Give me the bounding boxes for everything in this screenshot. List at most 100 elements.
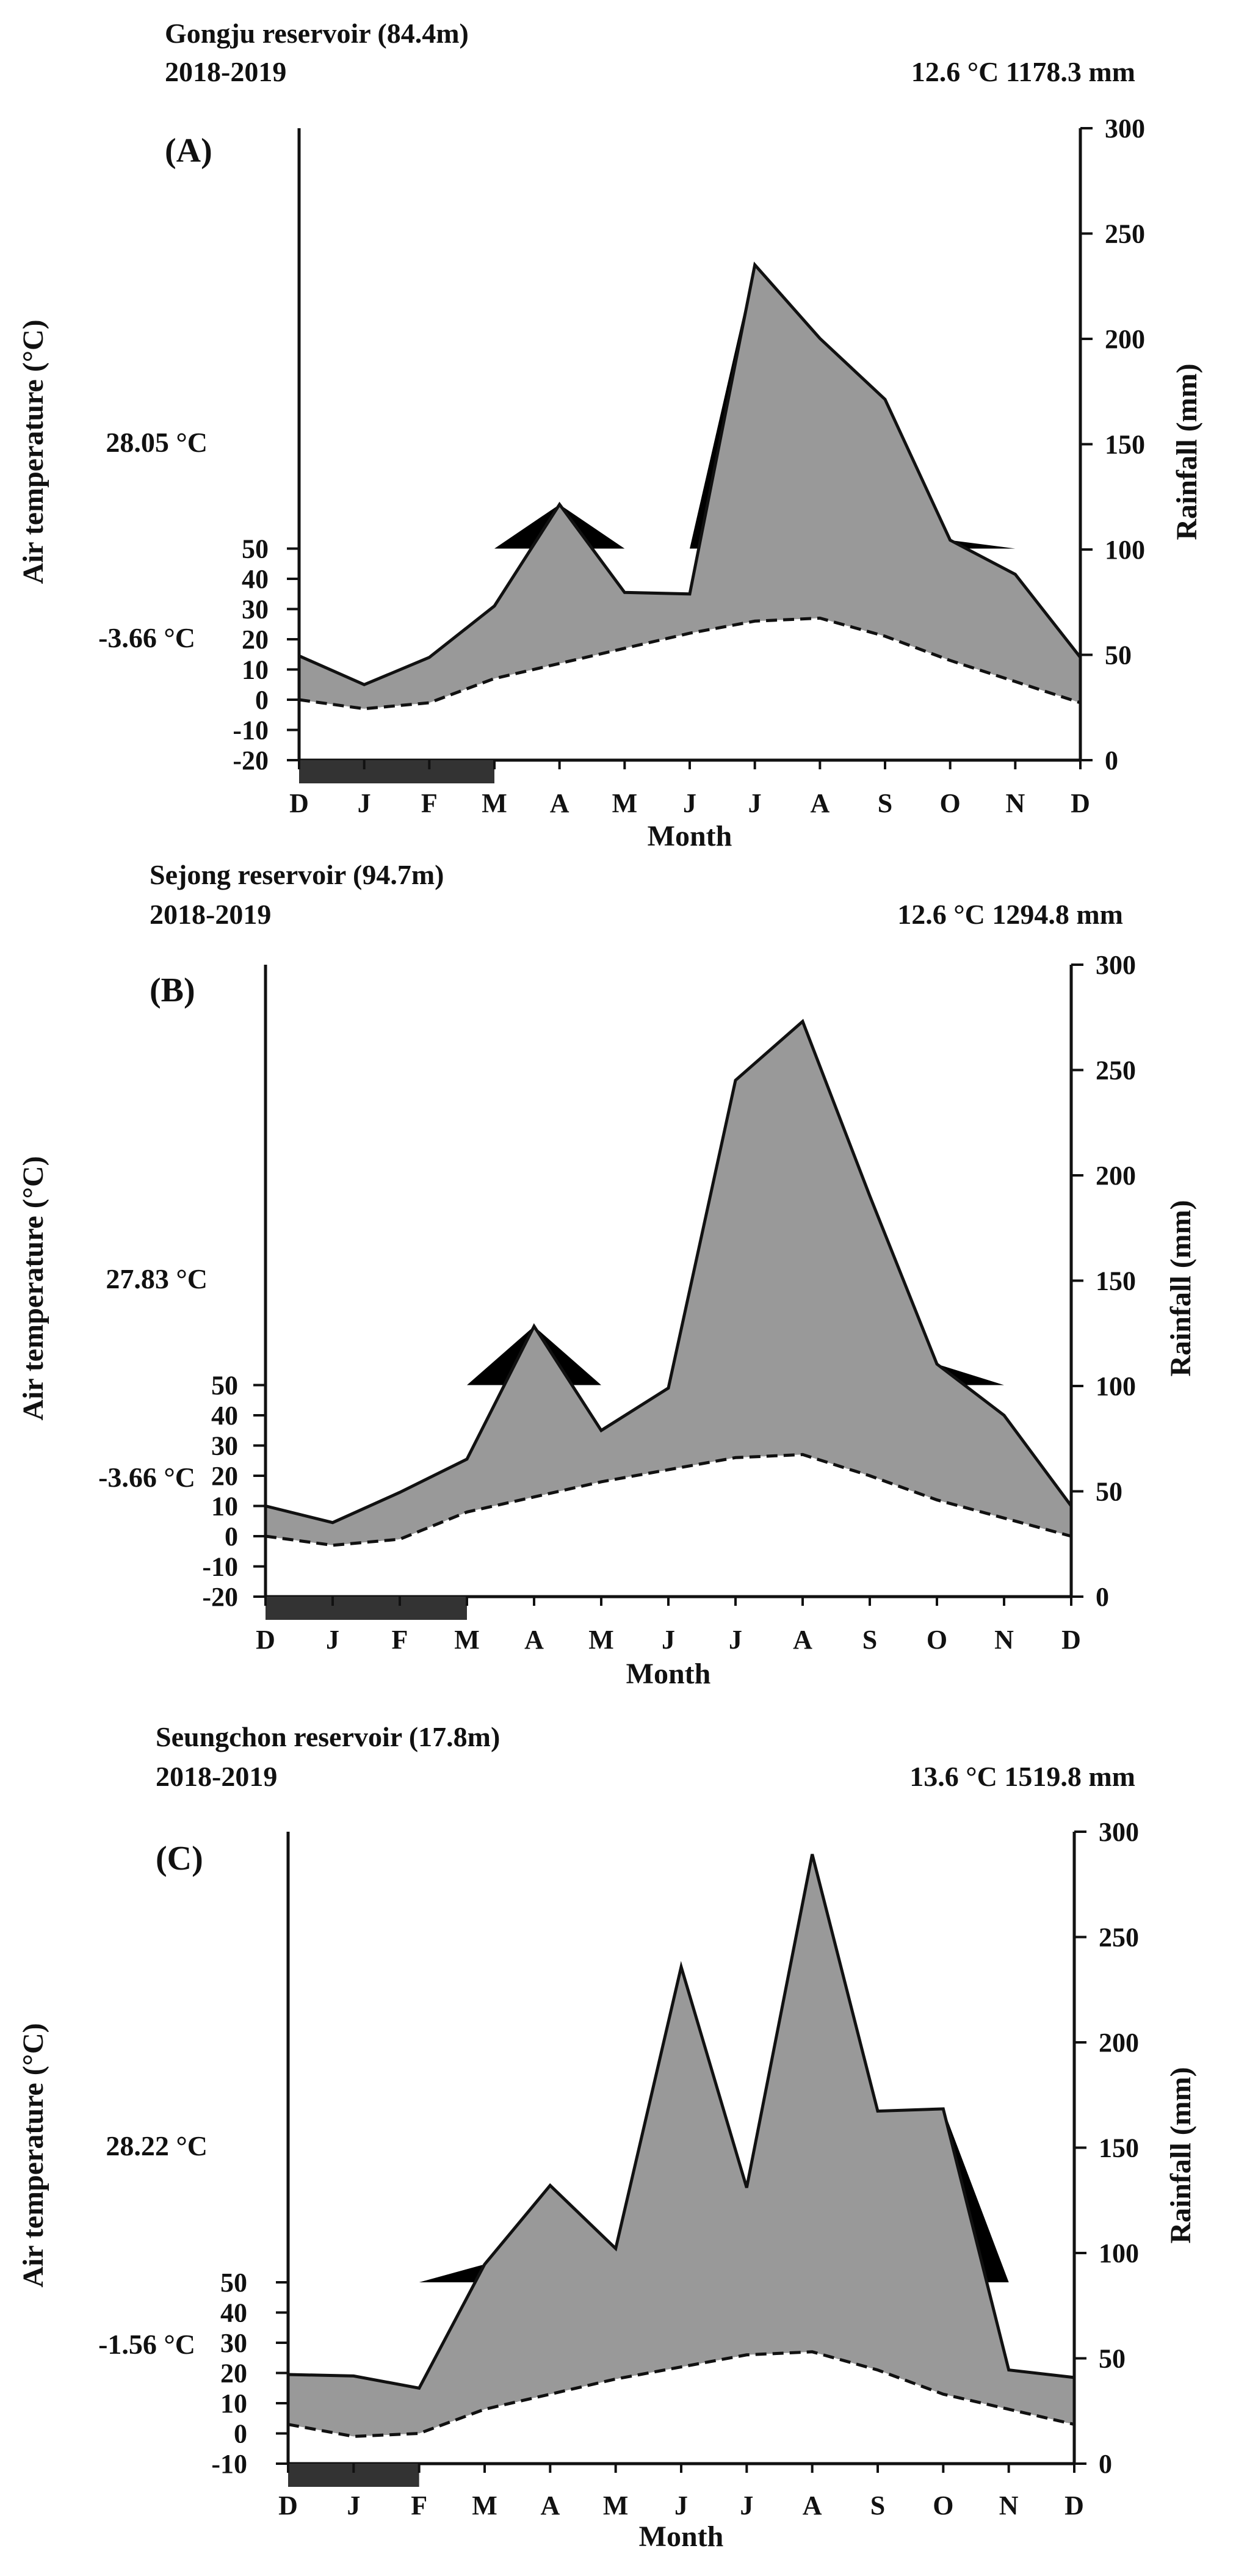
- month-label: O: [940, 788, 961, 818]
- temp-tick-label: 40: [211, 1401, 238, 1431]
- min-temp-label: -1.56 °C: [98, 2329, 195, 2360]
- temp-tick-label: -10: [211, 2449, 247, 2479]
- temp-tick-label: -10: [233, 716, 269, 746]
- rain-tick-label: 0: [1099, 2449, 1112, 2479]
- dry-period-area: [299, 264, 1080, 709]
- rain-tick-label: 150: [1096, 1266, 1136, 1296]
- y-axis-title-left: Air temperature (°C): [17, 319, 49, 584]
- temp-tick-label: 0: [225, 1522, 238, 1551]
- month-label: F: [411, 2491, 427, 2520]
- climate-panel: Gongju reservoir (84.4m) 2018-2019 12.6 °C…: [17, 18, 1203, 852]
- temp-tick-label: 50: [211, 1371, 238, 1401]
- temperature-line: [298, 616, 1081, 711]
- temp-tick-label: 50: [242, 534, 269, 564]
- month-label: M: [472, 2491, 497, 2520]
- month-label: S: [878, 788, 892, 818]
- temp-tick-label: 0: [255, 685, 269, 715]
- month-label: J: [662, 1625, 675, 1655]
- rain-tick-label: 50: [1099, 2344, 1126, 2374]
- month-label: M: [588, 1625, 614, 1655]
- month-label: J: [748, 788, 762, 818]
- period-label: 2018-2019: [156, 1761, 277, 1792]
- period-label: 2018-2019: [165, 56, 286, 87]
- temp-tick-label: 0: [234, 2419, 247, 2449]
- y-axis-title-right: Rainfall (mm): [1165, 2067, 1197, 2243]
- month-label: J: [740, 2491, 753, 2520]
- month-label: A: [793, 1625, 812, 1655]
- temp-tick-label: 10: [211, 1492, 238, 1522]
- month-label: N: [999, 2491, 1019, 2520]
- month-label: S: [862, 1625, 877, 1655]
- panel-label: (B): [150, 971, 195, 1009]
- rain-tick-label: 250: [1096, 1056, 1136, 1086]
- temp-tick-label: 30: [211, 1431, 238, 1461]
- rain-tick-label: 200: [1105, 324, 1145, 354]
- rain-tick-label: 200: [1099, 2028, 1139, 2058]
- month-label: D: [278, 2491, 298, 2520]
- rain-tick-label: 300: [1096, 950, 1136, 980]
- temp-tick-label: 20: [242, 625, 269, 655]
- temperature-line: [287, 2350, 1075, 2438]
- temp-tick-label: 40: [220, 2298, 247, 2328]
- month-label: S: [870, 2491, 885, 2520]
- x-axis-title: Month: [639, 2520, 724, 2553]
- month-label: J: [683, 788, 696, 818]
- temp-tick-label: 40: [242, 564, 269, 594]
- climate-panel: Seungchon reservoir (17.8m) 2018-2019 13.6…: [17, 1721, 1197, 2553]
- month-label: O: [933, 2491, 953, 2520]
- month-label: A: [810, 788, 830, 818]
- rain-tick-label: 100: [1105, 535, 1145, 565]
- annual-summary: 12.6 °C 1178.3 mm: [911, 56, 1135, 87]
- period-label: 2018-2019: [150, 899, 271, 930]
- month-label: M: [482, 788, 507, 818]
- rain-tick-label: 300: [1105, 114, 1145, 143]
- month-label: D: [1061, 1625, 1081, 1655]
- month-label: M: [603, 2491, 629, 2520]
- frost-period-bar: [299, 760, 494, 783]
- dry-period-area: [288, 1854, 1074, 2437]
- rain-tick-label: 150: [1099, 2133, 1139, 2163]
- dry-period-area: [266, 1021, 1071, 1545]
- y-axis-title-right: Rainfall (mm): [1165, 1200, 1197, 1376]
- perhumid-period-area: [299, 264, 1080, 549]
- rain-tick-label: 100: [1096, 1371, 1136, 1401]
- min-temp-label: -3.66 °C: [98, 1462, 195, 1493]
- temp-tick-label: -20: [233, 746, 269, 775]
- month-label: M: [612, 788, 638, 818]
- month-label: A: [540, 2491, 560, 2520]
- temp-tick-label: 30: [242, 595, 269, 625]
- y-axis-title-left: Air temperature (°C): [17, 2023, 49, 2287]
- station-title: Seungchon reservoir (17.8m): [156, 1721, 500, 1752]
- month-label: J: [347, 2491, 360, 2520]
- rain-tick-label: 100: [1099, 2238, 1139, 2268]
- month-label: D: [1064, 2491, 1084, 2520]
- climate-panel: Sejong reservoir (94.7m) 2018-2019 12.6 °C…: [17, 859, 1197, 1690]
- perhumid-period-area: [266, 1021, 1071, 1385]
- temp-tick-label: 20: [211, 1461, 238, 1491]
- rain-tick-label: 200: [1096, 1161, 1136, 1191]
- x-axis-title: Month: [648, 820, 732, 852]
- temp-tick-label: 10: [220, 2389, 247, 2418]
- month-label: A: [803, 2491, 822, 2520]
- annual-summary: 13.6 °C 1519.8 mm: [909, 1761, 1135, 1792]
- y-axis-title-left: Air temperature (°C): [17, 1156, 49, 1420]
- max-temp-label: 28.22 °C: [106, 2130, 208, 2161]
- rainfall-line: [287, 1854, 1075, 2390]
- rain-tick-label: 0: [1096, 1582, 1109, 1612]
- temperature-line: [265, 1453, 1072, 1547]
- month-label: D: [1071, 788, 1090, 818]
- max-temp-label: 28.05 °C: [106, 427, 208, 458]
- frost-period-bar: [266, 1597, 467, 1620]
- month-label: D: [256, 1625, 275, 1655]
- rainfall-line: [298, 261, 1082, 687]
- rain-tick-label: 50: [1105, 640, 1132, 670]
- rain-tick-label: 300: [1099, 1817, 1139, 1847]
- month-label: F: [421, 788, 438, 818]
- rain-tick-label: 50: [1096, 1477, 1122, 1507]
- rain-tick-label: 250: [1105, 219, 1145, 249]
- temp-tick-label: -20: [202, 1582, 238, 1612]
- x-axis-title: Month: [626, 1658, 711, 1690]
- month-label: A: [524, 1625, 544, 1655]
- rain-tick-label: 250: [1099, 1923, 1139, 1953]
